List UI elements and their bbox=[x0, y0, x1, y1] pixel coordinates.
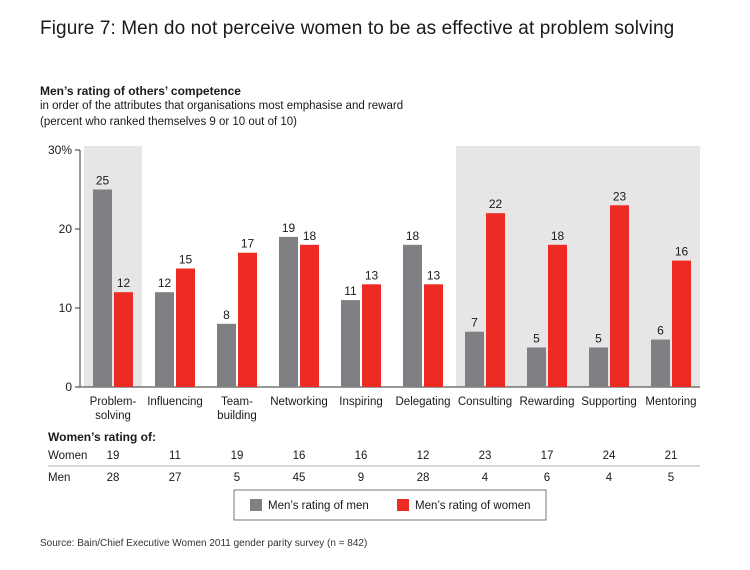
table-cell: 28 bbox=[107, 472, 120, 484]
table-cell: 9 bbox=[358, 472, 364, 484]
table-cell: 23 bbox=[479, 450, 492, 462]
bar-men-9 bbox=[589, 347, 608, 387]
table-cell: 19 bbox=[231, 450, 244, 462]
table-cell: 11 bbox=[169, 450, 181, 462]
data-label-men-1: 25 bbox=[96, 174, 110, 188]
data-label-men-2: 12 bbox=[158, 276, 172, 290]
table-cell: 28 bbox=[417, 472, 430, 484]
data-label-women-2: 15 bbox=[179, 253, 193, 267]
y-tick-label: 20 bbox=[59, 222, 73, 236]
data-label-men-3: 8 bbox=[223, 308, 230, 322]
bar-women-4 bbox=[300, 244, 319, 387]
bar-women-2 bbox=[176, 268, 195, 387]
bar-women-3 bbox=[238, 252, 257, 387]
bar-men-7 bbox=[465, 331, 484, 387]
data-label-men-5: 11 bbox=[344, 284, 357, 298]
table-cell: 12 bbox=[417, 450, 430, 462]
bar-men-5 bbox=[341, 300, 360, 387]
x-tick-label-2: Influencing bbox=[147, 396, 203, 408]
data-label-women-9: 23 bbox=[613, 189, 627, 203]
bar-women-8 bbox=[548, 244, 567, 387]
table-row-label: Women bbox=[48, 450, 87, 462]
table-cell: 19 bbox=[107, 450, 120, 462]
data-label-women-3: 17 bbox=[241, 237, 255, 251]
legend-label-women: Men’s rating of women bbox=[415, 500, 530, 512]
data-label-men-9: 5 bbox=[595, 332, 602, 346]
table-cell: 16 bbox=[293, 450, 306, 462]
bar-men-10 bbox=[651, 339, 670, 387]
bar-men-6 bbox=[403, 244, 422, 387]
table-cell: 4 bbox=[482, 472, 489, 484]
x-tick-label-3: Team- bbox=[221, 396, 253, 408]
source-note: Source: Bain/Chief Executive Women 2011 … bbox=[40, 538, 368, 549]
bar-men-1 bbox=[93, 189, 112, 387]
table-heading: Women’s rating of: bbox=[48, 430, 156, 444]
x-tick-label-1: solving bbox=[95, 410, 131, 422]
data-label-women-4: 18 bbox=[303, 229, 317, 243]
data-label-women-1: 12 bbox=[117, 276, 131, 290]
data-label-women-10: 16 bbox=[675, 245, 689, 259]
bar-women-5 bbox=[362, 284, 381, 387]
legend-box bbox=[233, 489, 547, 521]
y-tick-label: 10 bbox=[59, 301, 73, 315]
data-label-men-6: 18 bbox=[406, 229, 420, 243]
highlight-band-1 bbox=[84, 146, 142, 387]
data-label-men-10: 6 bbox=[657, 324, 664, 338]
table-cell: 21 bbox=[665, 450, 678, 462]
chart-subtitle: Men’s rating of others’ competence bbox=[40, 84, 241, 98]
chart-description-line-2: (percent who ranked themselves 9 or 10 o… bbox=[40, 116, 297, 128]
bar-men-8 bbox=[527, 347, 546, 387]
data-label-men-8: 5 bbox=[533, 332, 540, 346]
figure-title: Figure 7: Men do not perceive women to b… bbox=[40, 18, 675, 39]
bar-men-2 bbox=[155, 292, 174, 387]
x-tick-label-10: Mentoring bbox=[645, 396, 696, 408]
x-tick-label-4: Networking bbox=[270, 396, 328, 408]
bar-women-10 bbox=[672, 260, 691, 387]
table-cell: 45 bbox=[293, 472, 306, 484]
bar-women-9 bbox=[610, 205, 629, 387]
legend-label-men: Men’s rating of men bbox=[268, 500, 369, 512]
data-label-women-5: 13 bbox=[365, 268, 379, 282]
bar-women-1 bbox=[114, 292, 133, 387]
data-label-men-7: 7 bbox=[471, 316, 478, 330]
data-label-women-7: 22 bbox=[489, 197, 503, 211]
y-tick-label: 30% bbox=[48, 143, 72, 157]
data-label-women-8: 18 bbox=[551, 229, 565, 243]
table-cell: 4 bbox=[606, 472, 613, 484]
x-tick-label-9: Supporting bbox=[581, 396, 637, 408]
bar-men-4 bbox=[279, 236, 298, 387]
x-tick-label-5: Inspiring bbox=[339, 396, 382, 408]
chart-description-line-1: in order of the attributes that organisa… bbox=[40, 100, 404, 112]
legend-swatch-men bbox=[250, 499, 262, 511]
x-tick-label-7: Consulting bbox=[458, 396, 512, 408]
table-cell: 6 bbox=[544, 472, 550, 484]
table-row-label: Men bbox=[48, 472, 70, 484]
bar-men-3 bbox=[217, 323, 236, 387]
table-cell: 27 bbox=[169, 472, 182, 484]
x-tick-label-1: Problem- bbox=[90, 396, 137, 408]
table-cell: 16 bbox=[355, 450, 368, 462]
bar-women-7 bbox=[486, 213, 505, 387]
bar-women-6 bbox=[424, 284, 443, 387]
data-label-men-4: 19 bbox=[282, 221, 296, 235]
x-tick-label-8: Rewarding bbox=[520, 396, 575, 408]
legend-swatch-women bbox=[397, 499, 409, 511]
table-cell: 5 bbox=[234, 472, 240, 484]
y-tick-label: 0 bbox=[65, 380, 72, 394]
x-tick-label-6: Delegating bbox=[396, 396, 451, 408]
table-cell: 5 bbox=[668, 472, 674, 484]
x-tick-label-3: building bbox=[217, 410, 257, 422]
data-label-women-6: 13 bbox=[427, 268, 441, 282]
table-cell: 24 bbox=[603, 450, 616, 462]
table-cell: 17 bbox=[541, 450, 554, 462]
